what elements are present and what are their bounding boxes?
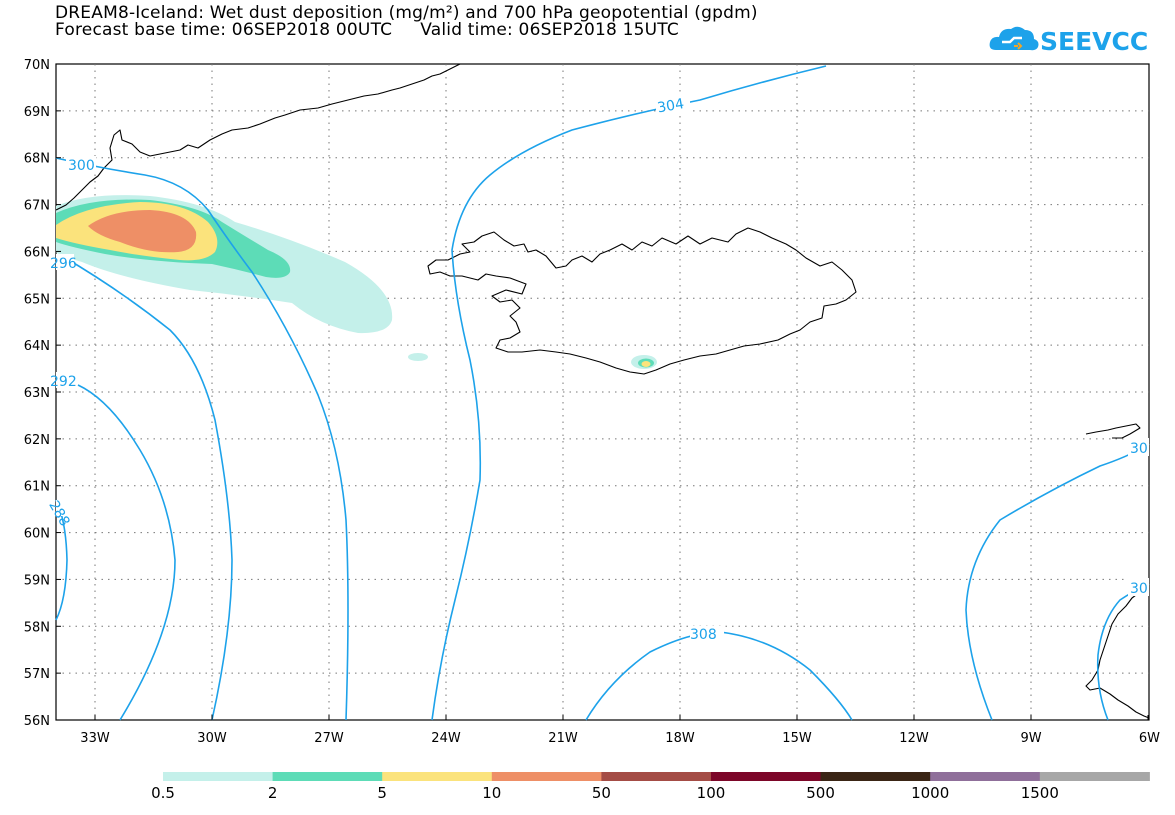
lon-label: 33W — [80, 731, 110, 746]
lat-label: 58N — [24, 620, 50, 635]
lat-label: 66N — [24, 245, 50, 260]
legend-label: 10 — [482, 784, 501, 802]
deposition-legend: 0.5 2 5 10 50 100 500 1000 1500 — [151, 772, 1150, 802]
contour-label-292: 292 — [50, 374, 77, 390]
lat-label: 68N — [24, 152, 50, 167]
coastlines — [55, 63, 1150, 719]
legend-swatch — [1039, 772, 1150, 781]
lon-label: 27W — [314, 731, 344, 746]
lat-label: 60N — [24, 527, 50, 542]
lon-label: 6W — [1139, 731, 1160, 746]
legend-swatch — [163, 772, 274, 781]
lon-label: 24W — [431, 731, 461, 746]
greenland-coast — [55, 63, 461, 211]
deposition-0.5-spot — [408, 353, 428, 361]
cloud-icon: SEEVCCC — [989, 26, 1167, 56]
longitude-labels: 33W 30W 27W 24W 21W 18W 15W 12W 9W 6W — [80, 715, 1160, 746]
legend-label: 1500 — [1021, 784, 1059, 802]
map-subtitle-times: Forecast base time: 06SEP2018 00UTC Vali… — [55, 20, 679, 40]
latitude-labels: 70N 69N 68N 67N 66N 65N 64N 63N 62N 61N 60N 59N 58N 5… — [24, 58, 61, 729]
lon-label: 30W — [197, 731, 227, 746]
legend-label: 1000 — [911, 784, 949, 802]
lon-label: 18W — [665, 731, 695, 746]
dust-deposition-shading — [56, 195, 657, 369]
contour-label-300: 300 — [68, 158, 95, 174]
contour-label-304: 304 — [656, 96, 685, 116]
legend-swatch — [382, 772, 493, 781]
legend-swatch — [491, 772, 602, 781]
contour-30-east-upper — [965, 443, 1150, 721]
lat-label: 69N — [24, 105, 50, 120]
legend-label: 500 — [806, 784, 835, 802]
legend-label: 5 — [377, 784, 387, 802]
lon-label: 15W — [782, 731, 812, 746]
legend-swatch — [820, 772, 931, 781]
lat-label: 65N — [24, 292, 50, 307]
contour-296 — [61, 255, 233, 721]
lon-label: 21W — [548, 731, 578, 746]
norway-coast-south — [1085, 589, 1150, 719]
contour-labels: 300 296 292 288 304 308 30 30 — [45, 96, 1149, 643]
lat-label: 59N — [24, 573, 50, 588]
contour-label-30-upper: 30 — [1130, 441, 1148, 457]
legend-swatch — [601, 772, 712, 781]
contour-292 — [77, 384, 176, 721]
legend-swatch — [711, 772, 822, 781]
legend-label: 0.5 — [151, 784, 175, 802]
lat-label: 57N — [24, 667, 50, 682]
lon-label: 9W — [1020, 731, 1041, 746]
lat-label: 61N — [24, 480, 50, 495]
seevccc-logo: SEEVCCC — [988, 20, 1167, 56]
lon-label: 12W — [899, 731, 929, 746]
lat-label: 62N — [24, 433, 50, 448]
contour-label-296: 296 — [50, 256, 77, 272]
norway-coast-north — [1085, 423, 1141, 439]
logo-text: SEEVCCC — [1040, 27, 1148, 56]
lat-label: 56N — [24, 714, 50, 729]
contour-label-308: 308 — [690, 627, 717, 643]
lat-label: 64N — [24, 339, 50, 354]
legend-label: 100 — [697, 784, 726, 802]
legend-label: 50 — [592, 784, 611, 802]
lat-label: 70N — [24, 58, 50, 73]
iceland-coast — [427, 227, 857, 375]
legend-swatch — [930, 772, 1041, 781]
legend-swatch — [272, 772, 383, 781]
legend-label: 2 — [268, 784, 278, 802]
contour-300 — [55, 157, 349, 721]
deposition-10-contour — [88, 210, 197, 253]
map-title: DREAM8-Iceland: Wet dust deposition (mg/… — [55, 3, 758, 23]
lat-label: 67N — [24, 199, 50, 214]
contour-label-30-lower: 30 — [1130, 581, 1148, 597]
deposition-5-spot — [641, 361, 651, 367]
lat-label: 63N — [24, 386, 50, 401]
